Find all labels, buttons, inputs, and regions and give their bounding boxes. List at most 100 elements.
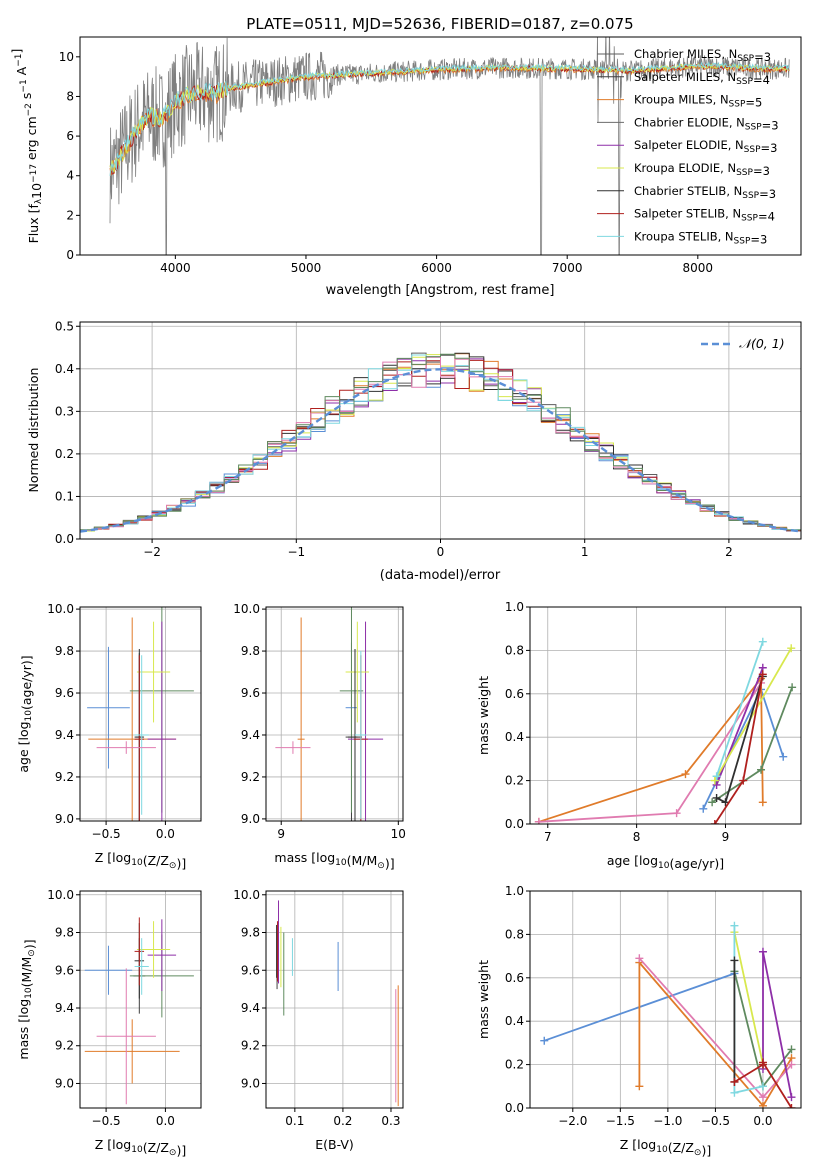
y-tick-label: 9.8 [241,644,260,658]
x-tick-label: −2 [143,545,161,559]
x-tick-label: 4000 [160,261,191,275]
label-part: Z [log [95,850,131,865]
y-tick-label: 9.2 [241,770,260,784]
mass-vs-ebv-panel: 0.1 0.2 0.3 9.0 9.2 9.4 9.6 9.8 10.0 E(B-V) [233,888,404,1152]
y-tick-label: 0.0 [505,1101,524,1115]
y-tick-label: 0.6 [505,687,524,701]
x-tick-label: 8 [633,830,641,844]
y-axis-label: age [log10(age/yr)] [16,655,34,772]
x-axis-label: Z [log10(Z/Z⊙)] [95,850,186,871]
label-part: 10 [335,858,347,868]
label-part: =3 [759,187,776,201]
weight-marker [779,752,788,761]
label-part: )] [385,856,395,871]
label-part: )] [22,939,37,949]
y-tick-label: 4 [66,169,74,183]
x-axis-label: age [log10(age/yr)] [607,853,724,871]
spectrum-panel: 4000 5000 6000 7000 8000 0 2 4 6 8 10 Chabrier MILE… [9,36,802,298]
y-tick-label: 0.2 [55,447,74,461]
label-part: =3 [761,141,778,155]
x-axis-label: wavelength [Angstrom, rest frame] [326,283,555,298]
x-tick-label: 9 [277,827,285,841]
weight-marker [730,921,739,930]
y-tick-label: 10.0 [233,602,260,616]
weight-series-line [714,647,792,782]
weight-marker [712,780,721,789]
x-tick-label: −1 [287,545,305,559]
x-tick-label: 8000 [683,261,714,275]
weight-marker [730,1088,739,1097]
y-tick-label: 0.6 [505,971,524,985]
label-part: (M/M [19,957,34,988]
y-tick-label: 0.1 [55,489,74,503]
x-tick-label: 0.1 [285,1114,304,1128]
weight-marker [787,1060,796,1069]
label-part: SSP [734,236,751,246]
label-part: )] [176,856,186,871]
y-tick-label: 2 [66,208,74,222]
y-tick-label: 9.4 [241,1001,260,1015]
legend-entry: Chabrier MILES, NSSP=3 [634,47,771,64]
x-tick-label: −0.5 [701,1114,730,1128]
label-part: Z [log [95,1137,131,1152]
y-tick-label: 9.2 [55,1039,74,1053]
label-part: ⊙ [169,861,177,871]
y-tick-label: 9.4 [55,1001,74,1015]
label-part: ⊙ [27,949,37,957]
label-part: λ [34,198,44,204]
axes-frame [529,890,802,1109]
label-part: Chabrier ELODIE, N [634,115,745,129]
legend-entry: Chabrier STELIB, NSSP=3 [634,184,776,201]
x-tick-label: −0.5 [92,1114,121,1128]
label-part: Z [log [620,1137,656,1152]
weight-marker [712,793,721,802]
weight-marker [758,1101,767,1108]
label-part: age [log [16,721,31,772]
label-part: =4 [758,210,775,224]
label-part: )] [176,1143,186,1158]
label-part: =3 [753,164,770,178]
y-tick-label: 9.6 [55,686,74,700]
weight-marker [699,804,708,813]
label-part: (M/M [347,853,378,868]
axes-frame [79,36,802,256]
y-tick-label: 0.4 [505,1014,524,1028]
axes-frame [79,890,202,1109]
y-tick-label: 8 [66,89,74,103]
weight-marker [710,820,719,824]
y-tick-label: 10.0 [47,888,74,902]
label-part: erg cm [24,116,39,164]
y-tick-label: 0.4 [55,362,74,376]
observed-spectrum-line [109,37,790,255]
label-part: Flux [f [26,204,41,244]
weight-marker [710,776,719,785]
mass-weight-vs-age-panel: 7 8 9 0.0 0.2 0.4 0.6 0.8 1.0 age [log10(age/yr)]… [476,600,802,871]
weight-series-line [702,687,785,810]
y-tick-label: 10 [59,50,74,64]
label-part: SSP [729,100,746,110]
weight-marker [635,954,644,963]
label-part: Salpeter STELIB, N [634,207,741,221]
label-part: Salpeter ELODIE, N [634,138,744,152]
label-part: SSP [741,214,758,224]
y-tick-label: 9.0 [241,1076,260,1090]
weight-series-line [715,641,764,777]
label-part: 10 [29,183,44,199]
label-part: (Z/Z [668,1140,694,1155]
label-part: −1 [19,79,29,92]
y-tick-label: 0.4 [505,730,524,744]
y-tick-label: 0 [66,248,74,262]
weight-marker [712,772,721,781]
label-part: mass [log [274,850,335,865]
x-tick-label: −1.0 [653,1114,682,1128]
weight-series-line [733,932,764,1065]
legend-entry: Kroupa STELIB, NSSP=3 [634,229,767,246]
x-tick-label: 2 [725,545,733,559]
x-tick-label: 6000 [421,261,452,275]
label-part: E(B-V) [315,1137,354,1152]
y-tick-label: 0.2 [505,1058,524,1072]
histogram-series [80,353,801,531]
label-part: Chabrier STELIB, N [634,184,742,198]
y-tick-label: 9.6 [241,963,260,977]
